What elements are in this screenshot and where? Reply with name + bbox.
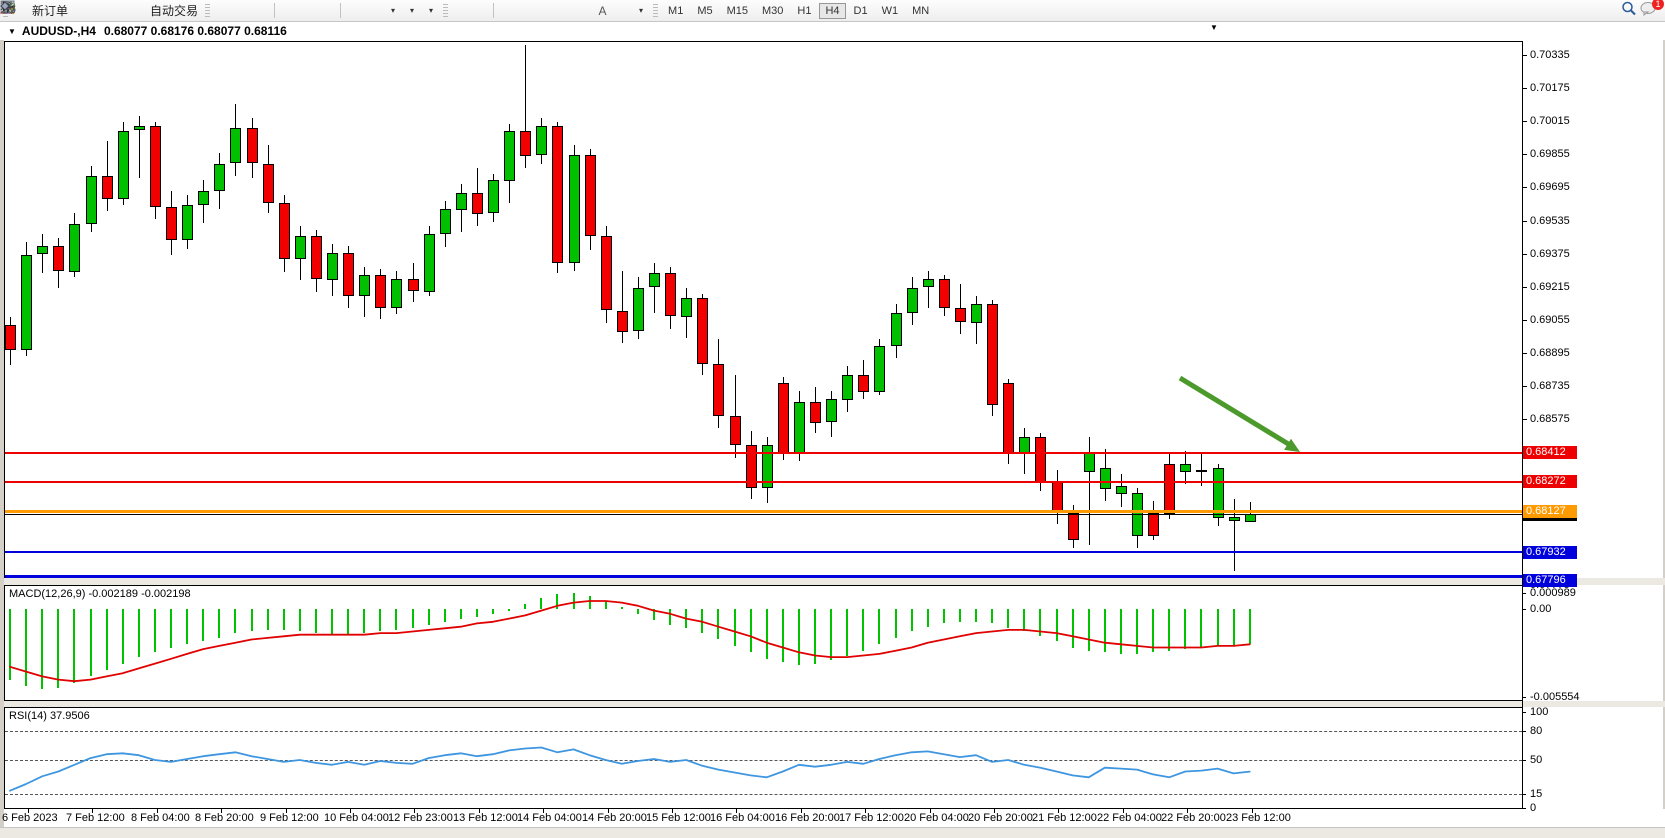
pane-divider[interactable] [4,578,1665,585]
chart-ohlc-readout: 0.68077 0.68176 0.68077 0.68116 [103,24,287,38]
timeframe-button-h4[interactable]: H4 [819,2,846,19]
pane-divider[interactable] [4,701,1665,707]
auto-trading-label[interactable]: 自动交易 [150,4,199,18]
timeframe-button-d1[interactable]: D1 [853,4,868,17]
rsi-indicator-label: RSI(14) 37.9506 [9,710,90,722]
timeframe-button-m5[interactable]: M5 [697,4,713,17]
annotation-arrow-head[interactable] [1284,438,1300,452]
shapes-icon[interactable]: ▾ [0,1,650,20]
chevron-down-icon[interactable]: ▾ [639,6,644,15]
macd-pane[interactable] [4,585,1522,701]
toolbar-separator [274,3,276,18]
price-axis-border [1522,41,1523,809]
rsi-line [9,746,1251,792]
toolbar-grip[interactable] [653,3,659,18]
timeframe-button-h1[interactable]: H1 [797,4,812,17]
toolbar-grip[interactable] [443,3,449,18]
timeframe-button-mn[interactable]: MN [912,4,930,17]
timeframe-group: M1 M5 M15 M30 H1 H4 D1 W1 MN [661,2,936,19]
chat-icon[interactable]: 1 [1640,0,1664,20]
chart-symbol-period: AUDUSD-,H4 [21,24,96,38]
chart-shift-marker-icon[interactable]: ▼ [1210,23,1218,32]
window-edge-right [1663,40,1665,828]
timeframe-button-m1[interactable]: M1 [668,4,684,17]
search-icon[interactable] [1621,1,1640,20]
chevron-down-icon[interactable]: ▾ [391,6,396,15]
window-edge-left [0,40,4,828]
toolbar-grip[interactable] [205,3,211,18]
notification-badge[interactable]: 1 [1652,0,1664,10]
chevron-down-icon[interactable]: ▼ [8,26,16,36]
toolbar-separator [493,3,495,18]
new-order-label[interactable]: 新订单 [32,4,69,18]
toolbar-separator [340,3,342,18]
timeframe-button-m30[interactable]: M30 [762,4,784,17]
chevron-down-icon[interactable]: ▾ [429,6,434,15]
annotation-arrow-shaft[interactable] [1178,375,1292,448]
time-axis-area[interactable] [4,809,1665,827]
chart-title-bar: ▼ AUDUSD-,H4 0.68077 0.68176 0.68077 0.6… [0,22,1665,40]
timeframe-button-m15[interactable]: M15 [726,4,748,17]
window-bottom-strip [0,827,1665,838]
main-toolbar: 新订单 自动交易 [0,0,1665,22]
timeframe-button-w1[interactable]: W1 [881,4,899,17]
macd-signal-line [9,600,1251,683]
chevron-down-icon[interactable]: ▾ [410,6,415,15]
text-icon[interactable]: A [598,3,607,18]
channel-letter: E [11,9,15,14]
macd-indicator-label: MACD(12,26,9) -0.002189 -0.002198 [9,588,191,600]
